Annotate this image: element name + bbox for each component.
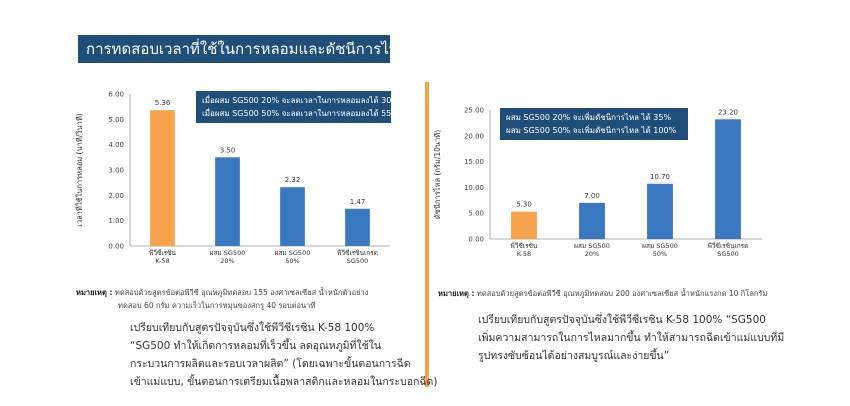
section-divider <box>425 82 429 387</box>
x-tick-label: 20% <box>585 250 599 258</box>
note-line: ทดสอบ 60 กรัม ความเร็วในการหมุนของสกรู 4… <box>118 301 316 310</box>
y-tick-label: 4.00 <box>108 141 124 149</box>
y-tick-label: 20.00 <box>464 132 484 140</box>
note-label: หมายเหตุ : <box>76 288 113 297</box>
y-axis-label: เวลาที่ใช้ในการหลอม (นาที/วินาที) <box>74 113 84 226</box>
right-note: หมายเหตุ : ทดสอบด้วยสูตรข้อต่อพีวีซี อุณ… <box>438 287 767 300</box>
melting-time-callout: เมื่อผสม SG500 20% จะลดเวลาในการหลอมลงได… <box>196 91 399 123</box>
left-paragraph: เปรียบเทียบกับสูตรปัจจุบันซึ่งใช้พีวีซีเ… <box>130 319 437 391</box>
bar <box>579 202 605 239</box>
data-label: 3.50 <box>220 146 236 154</box>
x-tick-label: พีวีซีเรซินเกรด <box>708 242 749 250</box>
callout-line: เมื่อผสม SG500 20% จะลดเวลาในการหลอมลงได… <box>202 96 399 105</box>
bar <box>715 119 741 239</box>
x-tick-label: K-58 <box>155 257 169 265</box>
y-tick-label: 6.00 <box>108 91 124 99</box>
data-label: 5.30 <box>516 201 532 209</box>
callout-line: ผสม SG500 20% จะเพิ่มดัชนีการไหล ได้ 35% <box>506 113 672 122</box>
y-tick-label: 3.00 <box>108 167 124 175</box>
y-tick-label: 5.00 <box>108 116 124 124</box>
data-label: 5.36 <box>155 99 171 107</box>
note-line: ทดสอบด้วยสูตรข้อต่อพีวีซี อุณหภูมิทดสอบ … <box>114 288 369 297</box>
page-title: การทดสอบเวลาที่ใช้ในการหลอมและดัชนีการไห… <box>78 35 390 63</box>
x-tick-label: พีวีซีเรซิน <box>149 249 176 257</box>
paragraph-line: เปรียบเทียบกับสูตรปัจจุบันซึ่งใช้พีวีซีเ… <box>130 322 375 334</box>
data-label: 23.20 <box>718 108 738 116</box>
x-tick-label: SG500 <box>717 250 739 258</box>
paragraph-line: เพิ่มความสามารถในการไหลมากขึ้น ทำให้สามา… <box>478 332 785 344</box>
paragraph-line: รูปทรงซับซ้อนได้อย่างสมบูรณ์และง่ายขึ้น” <box>478 350 670 362</box>
x-tick-label: 50% <box>653 250 667 258</box>
bar <box>150 110 175 246</box>
bar <box>215 157 240 246</box>
y-tick-label: 10.00 <box>464 184 484 192</box>
bar <box>280 187 305 246</box>
bar <box>345 208 370 246</box>
data-label: 1.47 <box>350 198 366 206</box>
x-tick-label: พีวีซีเรซิน <box>511 242 538 250</box>
callout-line: ผสม SG500 50% จะเพิ่มดัชนีการไหล ได้ 100… <box>506 126 677 135</box>
data-label: 2.32 <box>285 176 301 184</box>
x-tick-label: ผสม SG500 <box>210 249 246 257</box>
bar <box>511 211 537 239</box>
data-label: 7.00 <box>584 192 600 200</box>
y-tick-label: 0.00 <box>468 236 484 244</box>
x-tick-label: 50% <box>285 257 299 265</box>
melt-flow-index-chart: ดัชนีการไหล (กรัม/10นาที) 0.00 5.00 10.00 15… <box>433 107 762 258</box>
left-note: หมายเหตุ : ทดสอบด้วยสูตรข้อต่อพีวีซี อุณ… <box>76 286 368 312</box>
x-tick-label: K-58 <box>517 250 531 258</box>
x-tick-label: SG500 <box>347 257 369 265</box>
x-tick-label: ผสม SG500 <box>642 242 678 250</box>
note-label: หมายเหตุ : <box>438 289 475 298</box>
y-tick-label: 2.00 <box>108 192 124 200</box>
right-paragraph: เปรียบเทียบกับสูตรปัจจุบันซึ่งใช้พีวีซีเ… <box>478 311 784 365</box>
callout-line: เมื่อผสม SG500 50% จะลดเวลาในการหลอมลงได… <box>202 109 399 118</box>
paragraph-line: “SG500 ทำให้เกิดการหลอมที่เร็วขึ้น ลดอุณ… <box>130 340 382 352</box>
x-tick-label: พีวีซีเรซินเกรด <box>337 249 378 257</box>
y-tick-label: 25.00 <box>464 107 484 115</box>
melting-time-chart: เวลาที่ใช้ในการหลอม (นาที/วินาที) 0.00 1.0… <box>74 91 390 265</box>
y-tick-label: 15.00 <box>464 158 484 166</box>
x-tick-label: ผสม SG500 <box>574 242 610 250</box>
bar <box>647 183 673 239</box>
paragraph-line: เข้าแม่แบบ, ขั้นตอนการเตรียมเนื้อพลาสติก… <box>130 376 438 388</box>
y-tick-label: 1.00 <box>108 217 124 225</box>
x-tick-label: 20% <box>220 257 234 265</box>
y-tick-label: 0.00 <box>108 243 124 251</box>
paragraph-line: กระบวนการผลิตและรอบเวลาผลิต” (โดยเฉพาะขั… <box>130 358 411 370</box>
note-line: ทดสอบด้วยสูตรข้อต่อพีวีซี อุณหภูมิทดสอบ … <box>476 289 768 298</box>
y-tick-label: 5.00 <box>468 210 484 218</box>
melt-flow-callout: ผสม SG500 20% จะเพิ่มดัชนีการไหล ได้ 35%… <box>500 108 688 140</box>
x-tick-label: ผสม SG500 <box>275 249 311 257</box>
paragraph-line: เปรียบเทียบกับสูตรปัจจุบันซึ่งใช้พีวีซีเ… <box>478 314 766 326</box>
y-axis-label: ดัชนีการไหล (กรัม/10นาที) <box>433 130 442 219</box>
data-label: 10.70 <box>650 173 670 181</box>
